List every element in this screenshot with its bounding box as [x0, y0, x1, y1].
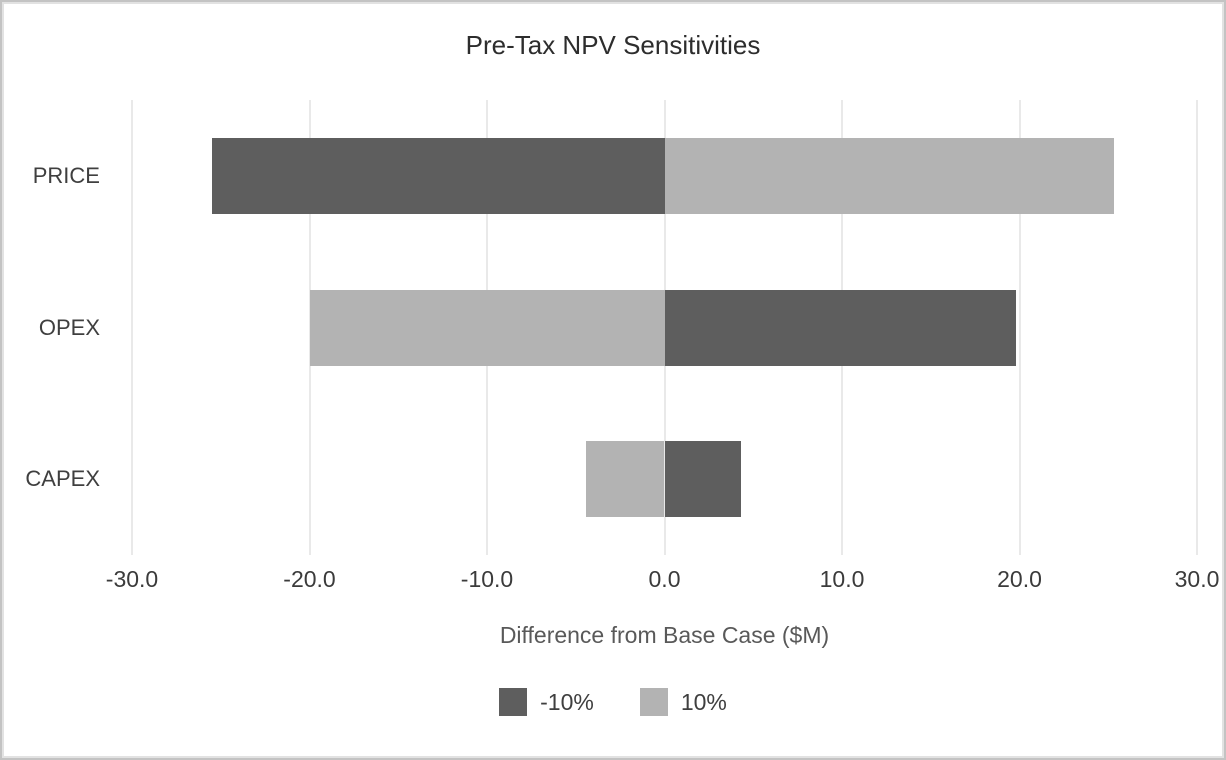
legend-label: -10%	[540, 688, 594, 715]
category-label-price: PRICE	[32, 162, 100, 188]
gridline	[131, 100, 133, 555]
x-tick-label: 0.0	[648, 566, 681, 592]
legend: -10% 10%	[2, 688, 1224, 716]
bar-opex-10pct[interactable]	[309, 289, 665, 366]
bar-capex--10pct[interactable]	[664, 441, 741, 518]
legend-swatch-icon	[639, 688, 668, 716]
gridline	[1196, 100, 1198, 555]
legend-swatch-icon	[499, 688, 528, 716]
bar-opex--10pct[interactable]	[664, 289, 1016, 366]
gridline	[1018, 100, 1021, 555]
plot-area	[131, 100, 1198, 555]
category-axis: PRICE OPEX CAPEX	[2, 100, 102, 555]
category-label-opex: OPEX	[38, 314, 100, 340]
legend-item-10pct[interactable]: 10%	[639, 688, 727, 716]
x-tick-label: 10.0	[819, 566, 865, 592]
x-tick-label: 30.0	[1174, 566, 1220, 592]
category-label-capex: CAPEX	[25, 466, 100, 492]
x-tick-label: -20.0	[283, 566, 336, 592]
bar-price--10pct[interactable]	[211, 137, 665, 214]
bar-price-10pct[interactable]	[664, 137, 1114, 214]
legend-label: 10%	[680, 688, 727, 715]
x-tick-label: -30.0	[105, 566, 159, 592]
x-tick-label: -10.0	[460, 566, 514, 592]
chart-title: Pre-Tax NPV Sensitivities	[465, 30, 761, 60]
legend-item--10pct[interactable]: -10%	[499, 688, 594, 716]
x-axis-ticks: -30.0 -20.0 -10.0 0.0 10.0 20.0 30.0	[106, 566, 1220, 596]
x-tick-label: 20.0	[997, 566, 1042, 592]
x-axis-title: Difference from Base Case ($M)	[499, 622, 830, 648]
bar-capex-10pct[interactable]	[586, 441, 665, 518]
